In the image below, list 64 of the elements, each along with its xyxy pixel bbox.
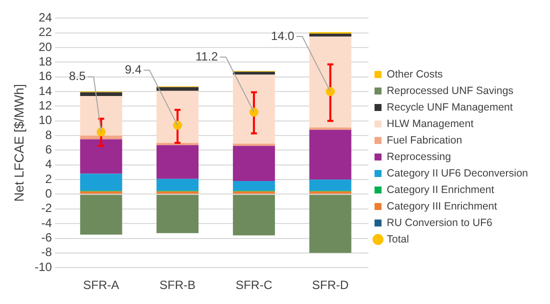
bar	[232, 146, 275, 182]
bar	[80, 174, 122, 191]
y-tick-label: 6	[45, 142, 52, 157]
bar	[156, 90, 199, 143]
legend-label: Reprocessing	[386, 150, 452, 163]
y-tick-label: 8	[45, 128, 52, 142]
legend-label: Fuel Fabrication	[386, 134, 462, 146]
bar	[309, 127, 352, 130]
x-tick-label: SFR-A	[83, 278, 120, 292]
y-axis-title: Net LFCAE [$/MWh]	[11, 84, 26, 202]
y-tick-label: 0	[45, 186, 52, 201]
y-tick-label: -10	[34, 260, 52, 274]
x-tick-label: SFR-C	[236, 278, 273, 292]
point	[249, 108, 258, 117]
bar	[309, 36, 352, 128]
y-tick-label: 16	[38, 69, 52, 84]
point	[96, 127, 106, 136]
y-tick-label: 20	[38, 40, 52, 54]
legend-label: Category II Enrichment	[386, 184, 494, 196]
bar	[156, 87, 199, 91]
y-tick-label: 10	[38, 113, 52, 128]
bar	[309, 34, 352, 37]
x-tick-label: SFR-D	[312, 278, 349, 292]
legend-label: RU Conversion to UF6	[386, 216, 493, 229]
y-tick-label: 4	[45, 157, 52, 172]
y-tick-label: 22	[38, 25, 52, 40]
legend-label: Total	[386, 233, 409, 246]
bar	[80, 96, 122, 136]
bar	[309, 180, 352, 191]
y-tick-label: 12	[38, 98, 52, 113]
data-label: 14.0	[270, 28, 295, 43]
bar	[156, 194, 199, 234]
bar	[80, 139, 122, 174]
bar	[309, 130, 352, 180]
legend-label: HLW Management	[386, 118, 474, 130]
y-tick-label: -4	[41, 216, 52, 230]
y-tick-label: -8	[41, 245, 52, 260]
y-tick-label: -6	[41, 230, 52, 245]
bar	[156, 178, 199, 191]
bar	[80, 136, 122, 140]
data-label: 11.2	[195, 49, 218, 64]
bar	[232, 72, 275, 75]
bar	[80, 194, 122, 235]
y-tick-label: 24	[38, 10, 52, 25]
bar	[232, 74, 275, 144]
legend-label: Category III Enrichment	[386, 200, 498, 212]
y-tick-label: 18	[38, 54, 52, 69]
y-tick-label: -2	[41, 201, 52, 216]
bar	[232, 181, 275, 191]
y-tick-label: 14	[38, 84, 52, 98]
y-tick-label: 2	[45, 172, 52, 186]
bar	[80, 92, 122, 96]
data-label: 9.4	[124, 62, 142, 77]
bar	[232, 194, 275, 236]
legend-label: Recycle UNF Management	[386, 101, 513, 114]
point	[326, 87, 335, 96]
bar	[309, 194, 352, 253]
bar	[156, 145, 199, 179]
legend-label: Reprocessed UNF Savings	[386, 84, 514, 97]
x-tick-label: SFR-B	[160, 278, 196, 292]
point	[173, 120, 182, 130]
legend-label: Category II UF6 Deconversion	[386, 167, 528, 180]
legend-label: Other Costs	[386, 68, 443, 80]
data-label: 8.5	[68, 69, 86, 84]
